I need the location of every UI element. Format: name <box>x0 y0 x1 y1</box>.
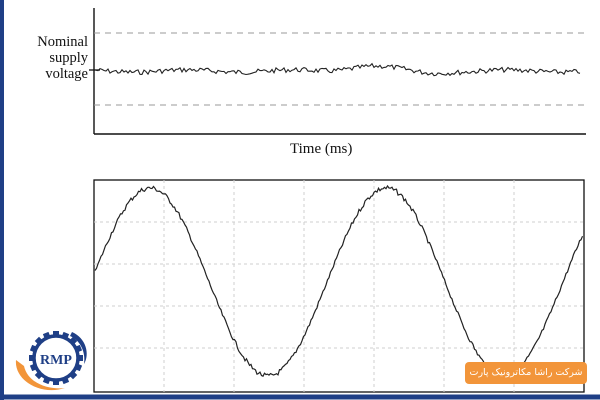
ylabel-line-3: voltage <box>45 66 88 82</box>
bottom-plot-frame <box>93 179 585 393</box>
ylabel-line-2: supply <box>49 50 88 66</box>
nominal-voltage-label: Nominal supply voltage <box>8 34 88 82</box>
gear-tooth <box>77 355 83 361</box>
left-accent-bar <box>0 0 4 400</box>
logo-swoosh-top <box>70 332 87 364</box>
logo-text: RMP <box>40 353 72 368</box>
company-badge: شرکت راشا مکاترونیک پارت <box>465 362 587 384</box>
time-axis-label: Time (ms) <box>290 141 353 157</box>
logo-swoosh <box>15 360 65 391</box>
ylabel-line-1: Nominal <box>37 34 88 50</box>
supply-voltage-trace <box>95 62 581 77</box>
top-plot <box>89 8 586 135</box>
bottom-plot <box>93 179 585 393</box>
gear-tooth <box>29 355 35 361</box>
gear-logo-icon: RMP <box>15 331 87 391</box>
noisy-sine-trace <box>94 184 584 379</box>
gear-teeth <box>29 331 83 385</box>
gear-body <box>32 334 80 382</box>
bottom-grid <box>94 180 584 392</box>
